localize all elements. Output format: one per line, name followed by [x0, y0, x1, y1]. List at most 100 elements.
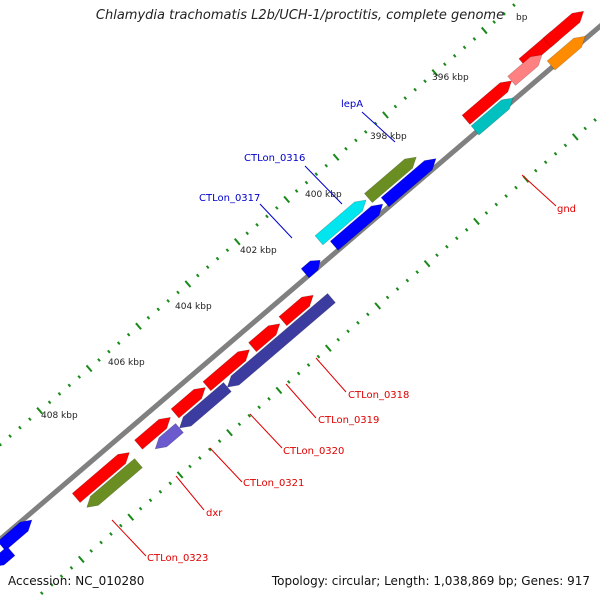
outer-tick-mark — [47, 400, 52, 405]
inner-tick-mark — [296, 371, 301, 376]
gene-label-dxr: dxr — [206, 508, 223, 519]
outer-tick-mark — [363, 130, 368, 134]
outer-tick-mark — [77, 375, 82, 379]
inner-tick-mark — [415, 270, 420, 274]
outer-tick-mark — [294, 189, 299, 193]
gene-label-ctlon-0323: CTLon_0323 — [147, 553, 208, 564]
inner-tick-mark — [237, 422, 242, 427]
inner-tick-mark — [336, 337, 340, 342]
inner-tick-mark — [176, 471, 184, 479]
leader-ctlon-0318 — [315, 357, 347, 393]
gene-label-ctlon-0320: CTLon_0320 — [283, 446, 344, 457]
inner-tick-mark — [385, 295, 390, 300]
gene-arrow-red — [71, 452, 130, 503]
outer-tick-mark — [107, 349, 111, 354]
leader-ctlon-0319 — [285, 383, 317, 419]
inner-tick-mark — [49, 582, 54, 587]
outer-tick-mark — [314, 172, 319, 177]
outer-tick-mark — [344, 146, 348, 151]
outer-tick-mark — [135, 322, 142, 330]
outer-tick-mark — [0, 442, 2, 447]
gene-label-ctlon-0316: CTLon_0316 — [244, 153, 305, 164]
outer-tick-mark — [205, 265, 210, 269]
outer-tick-mark — [36, 407, 44, 415]
scale-label-400: 400 kbp — [305, 190, 342, 200]
inner-tick-mark — [473, 217, 480, 226]
gene-arrow-ctlon-0316 — [314, 199, 367, 246]
gene-arrow-ctlon-0323 — [86, 458, 143, 508]
outer-tick-mark — [413, 87, 417, 92]
inner-tick-mark — [464, 227, 469, 232]
outer-tick-mark — [275, 206, 279, 210]
gene-arrow-red — [461, 80, 513, 125]
inner-tick-mark — [198, 456, 202, 460]
outer-tick-mark — [28, 417, 32, 422]
inner-tick-mark — [435, 253, 439, 258]
outer-tick-mark — [393, 104, 398, 109]
gene-label-ctlon-0318: CTLon_0318 — [348, 390, 409, 401]
inner-tick-mark — [267, 396, 271, 401]
inner-tick-mark — [356, 320, 360, 325]
outer-tick-mark — [502, 11, 506, 16]
leader-ctlon-0321 — [209, 447, 243, 483]
inner-tick-mark — [247, 413, 252, 418]
gene-arrow-teal — [470, 97, 514, 136]
inner-tick-mark — [89, 549, 93, 553]
inner-tick-mark — [109, 532, 113, 536]
leader-ctlon-0316 — [304, 165, 343, 205]
inner-tick-mark — [324, 344, 332, 352]
leader-ctlon-0323 — [111, 519, 147, 557]
inner-tick-mark — [395, 287, 400, 291]
outer-tick-mark — [442, 62, 447, 67]
label-leaders — [111, 111, 557, 557]
outer-tick-mark — [146, 315, 151, 320]
outer-tick-mark — [67, 383, 72, 388]
outer-tick-mark — [85, 364, 93, 373]
gene-arrow-pink — [507, 54, 543, 86]
outer-tick-mark — [354, 138, 358, 143]
inner-tick-mark — [69, 565, 74, 570]
inner-tick-mark — [168, 481, 173, 486]
gene-arrow-navy — [179, 382, 232, 429]
inner-tick-mark — [59, 574, 64, 579]
scale-label-406: 406 kbp — [108, 358, 145, 368]
leader-lepA — [361, 111, 396, 143]
gene-arrow-red — [542, 10, 585, 48]
accession-text: Accession: NC_010280 — [8, 574, 145, 588]
inner-tick-mark — [138, 506, 143, 511]
inner-tick-mark — [346, 329, 350, 334]
inner-tick-mark — [306, 363, 311, 367]
outer-tick-mark — [304, 180, 309, 185]
inner-tick-mark — [583, 126, 587, 131]
leader-dxr — [175, 475, 205, 511]
gene-label-lepA: lepA — [341, 99, 363, 110]
outer-tick-mark — [245, 231, 249, 236]
outer-tick-mark — [283, 195, 291, 204]
gene-labels: lepA CTLon_0316 CTLon_0317 gnd CTLon_031… — [147, 99, 576, 564]
scale-label-408: 408 kbp — [41, 411, 78, 421]
inner-tick-mark — [504, 194, 508, 198]
inner-tick-mark — [543, 160, 548, 165]
gene-arrow-navy — [226, 293, 336, 388]
scale-labels: 396 kbp 398 kbp 400 kbp 402 kbp 404 kbp … — [41, 13, 528, 421]
scale-label-partial: bp — [516, 13, 528, 23]
gene-arrow-lepA — [364, 156, 417, 204]
inner-tick-mark — [158, 489, 163, 494]
inner-tick-mark — [533, 168, 538, 173]
outer-tick-mark — [403, 96, 408, 100]
gene-arrow-ctlon-0317 — [329, 203, 384, 251]
gene-label-gnd: gnd — [557, 204, 576, 215]
inner-tick-mark — [188, 464, 192, 469]
leader-ctlon-0320 — [249, 413, 283, 449]
outer-tick-mark — [255, 222, 259, 227]
gene-arrow-ctlon-0318 — [278, 294, 314, 327]
outer-tick-mark — [215, 256, 220, 261]
outer-tick-mark — [8, 434, 12, 438]
gene-arrow-small-blue — [300, 259, 321, 279]
inner-tick-mark — [445, 244, 449, 249]
outer-tick-mark — [373, 121, 378, 126]
scale-label-402: 402 kbp — [240, 246, 277, 256]
gene-label-ctlon-0317: CTLon_0317 — [199, 193, 260, 204]
